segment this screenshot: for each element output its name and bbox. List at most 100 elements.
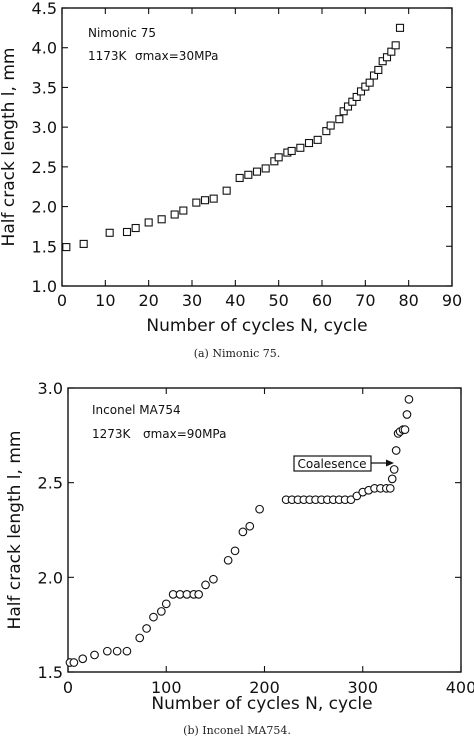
- data-point: [274, 153, 283, 162]
- x-tick-label: 100: [151, 678, 182, 697]
- data-point: [339, 107, 348, 116]
- data-point: [142, 624, 151, 633]
- y-tick-label: 2.0: [32, 198, 57, 217]
- chart-a-annotation-material: Nimonic 75: [88, 26, 156, 40]
- x-tick-label: 80: [398, 291, 418, 310]
- chart-a-data-points: [62, 23, 405, 252]
- y-tick-label: 3.5: [32, 78, 57, 97]
- data-point: [170, 210, 179, 219]
- data-point: [122, 646, 132, 656]
- x-tick-label: 40: [225, 291, 245, 310]
- data-point: [382, 53, 392, 62]
- chart-a-y-tick-labels: 1.0 1.5 2.0 2.5 3.0 3.5 4.0 4.5: [32, 0, 57, 296]
- chart-a-plot-frame: [61, 7, 453, 287]
- data-point: [352, 92, 361, 102]
- x-tick-label: 50: [268, 291, 288, 310]
- data-point: [391, 41, 400, 50]
- x-tick-label: 60: [312, 291, 332, 310]
- y-tick-label: 3.0: [32, 118, 57, 137]
- x-tick-label: 400: [446, 678, 474, 697]
- data-point: [200, 196, 210, 205]
- data-point: [356, 87, 366, 96]
- chart-b-x-axis-title: Number of cycles N, cycle: [151, 694, 372, 714]
- chart-a: 0 10 20 30 40 50 60 70 80 90 1.0 1.5 2.0 2.5 3.0 3.5 4.…: [0, 0, 462, 360]
- data-point: [122, 227, 132, 237]
- data-point: [230, 546, 240, 556]
- data-point: [156, 607, 166, 616]
- x-tick-label: 200: [249, 678, 280, 697]
- data-point: [157, 215, 166, 224]
- x-tick-label: 0: [57, 291, 67, 310]
- data-point: [313, 135, 322, 144]
- y-tick-label: 2.5: [38, 474, 63, 493]
- data-point: [387, 47, 396, 56]
- data-point: [135, 633, 145, 643]
- data-point: [105, 228, 114, 237]
- data-point: [149, 612, 158, 622]
- chart-a-caption: (a) Nimonic 75.: [194, 347, 281, 360]
- data-point: [194, 590, 204, 599]
- y-tick-label: 4.0: [32, 39, 57, 58]
- data-point: [161, 599, 171, 609]
- x-tick-label: 0: [63, 678, 73, 697]
- data-point: [261, 164, 270, 173]
- data-point: [395, 23, 405, 32]
- data-point: [112, 646, 122, 656]
- data-point: [387, 474, 397, 484]
- data-point: [304, 138, 314, 148]
- x-tick-label: 70: [355, 291, 375, 310]
- x-tick-label: 20: [138, 291, 158, 310]
- chart-b-y-tick-labels: 1.5 2.0 2.5 3.0: [38, 379, 63, 682]
- data-point: [209, 574, 218, 584]
- data-point: [79, 239, 88, 248]
- data-point: [90, 650, 99, 660]
- chart-a-annotation-stress: σmax=30MPa: [135, 49, 218, 63]
- y-tick-label: 4.5: [32, 0, 57, 18]
- data-point: [385, 483, 395, 493]
- data-point: [245, 521, 255, 531]
- data-point: [62, 243, 71, 252]
- data-point: [192, 198, 201, 207]
- data-point: [235, 173, 244, 183]
- data-point: [369, 71, 379, 80]
- data-point: [255, 504, 264, 514]
- data-point: [374, 65, 383, 75]
- data-point: [391, 446, 401, 455]
- data-point: [343, 102, 353, 111]
- data-point: [400, 425, 410, 435]
- y-tick-label: 1.0: [32, 277, 57, 296]
- chart-a-x-axis-title: Number of cycles N, cycle: [146, 316, 367, 336]
- data-point: [209, 194, 218, 203]
- y-tick-label: 2.0: [38, 568, 63, 587]
- x-tick-label: 10: [95, 291, 115, 310]
- data-point: [244, 170, 253, 179]
- chart-b-annotation-stress: σmax=90MPa: [143, 427, 226, 441]
- chart-a-x-tick-labels: 0 10 20 30 40 50 60 70 80 90: [57, 291, 462, 310]
- data-point: [252, 167, 262, 176]
- y-tick-label: 1.5: [38, 663, 63, 682]
- data-point: [335, 115, 344, 124]
- data-point: [144, 218, 153, 227]
- data-point: [287, 146, 296, 156]
- data-point: [223, 555, 233, 565]
- chart-b-y-axis-title: Half crack length l, mm: [5, 431, 25, 630]
- data-point: [78, 654, 88, 664]
- chart-b-caption: (b) Inconel MA754.: [183, 724, 291, 737]
- data-point: [131, 223, 140, 233]
- chart-b-x-tick-labels: 0 100 200 300 400: [63, 678, 474, 697]
- chart-a-y-axis-title: Half crack length l, mm: [0, 48, 19, 247]
- y-tick-label: 1.5: [32, 237, 57, 256]
- chart-a-ticks: [61, 7, 453, 287]
- data-point: [201, 580, 210, 590]
- chart-b-data-points: [65, 395, 414, 667]
- data-point: [326, 121, 335, 130]
- data-point: [322, 127, 331, 136]
- data-point: [296, 143, 305, 152]
- chart-b-annotation-material: Inconel MA754: [92, 403, 181, 417]
- data-point: [404, 395, 414, 404]
- data-point: [102, 646, 112, 656]
- data-point: [222, 186, 231, 195]
- data-point: [179, 206, 188, 215]
- data-point: [365, 78, 374, 87]
